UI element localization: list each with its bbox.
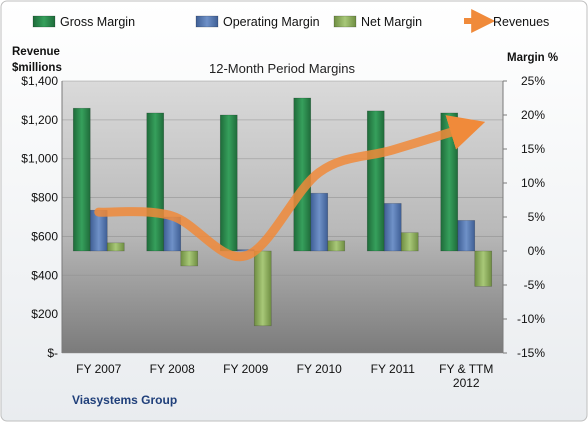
legend-label: Gross Margin bbox=[60, 15, 135, 29]
category-labels: FY 2007 FY 2008 FY 2009 FY 2010 FY 2011 FY & … bbox=[76, 362, 493, 390]
company-label: Viasystems Group bbox=[72, 393, 177, 407]
left-tick-label: $1,400 bbox=[21, 74, 58, 88]
left-tick-label: $400 bbox=[31, 268, 58, 282]
legend: Gross Margin Operating Margin Net Margin Re… bbox=[32, 9, 549, 33]
y-left-label-line2: $millions bbox=[12, 62, 62, 74]
left-tick-label: $1,000 bbox=[21, 152, 58, 166]
right-tick-label: 5% bbox=[528, 210, 546, 224]
gridlines bbox=[61, 80, 504, 354]
y-left-label-line1: Revenue bbox=[12, 46, 60, 58]
right-tick-label: 20% bbox=[521, 108, 545, 122]
gross-margin-bar bbox=[72, 107, 91, 252]
category-label: FY 2008 bbox=[150, 362, 195, 376]
revenue-line bbox=[94, 115, 486, 262]
right-tick-label: 15% bbox=[521, 142, 545, 156]
revenue-series-line bbox=[94, 115, 486, 262]
legend-swatch bbox=[195, 15, 219, 28]
net-margin-bar bbox=[474, 250, 493, 287]
operating-margin-bar bbox=[457, 220, 476, 252]
net-margin-bar bbox=[106, 242, 125, 252]
net-margin-bar bbox=[180, 250, 199, 267]
category-label: FY & TTM bbox=[439, 362, 493, 376]
chart-title: 12-Month Period Margins bbox=[209, 61, 355, 76]
left-tick-label: $200 bbox=[31, 307, 58, 321]
left-axis-ticks: $- $200 $400 $600 $800 $1,000 $1,200 $1,400 bbox=[21, 74, 58, 360]
right-tick-label: -5% bbox=[524, 278, 546, 292]
left-tick-label: $- bbox=[47, 346, 58, 360]
gross-margin-bar bbox=[293, 97, 312, 252]
y-right-label: Margin % bbox=[507, 52, 558, 64]
legend-label: Revenues bbox=[493, 15, 549, 29]
net-margin-bar bbox=[253, 250, 272, 327]
net-margin-bar bbox=[327, 240, 346, 252]
left-tick-label: $600 bbox=[31, 229, 58, 243]
category-label: FY 2009 bbox=[223, 362, 268, 376]
gross-margin-bar bbox=[219, 114, 238, 252]
left-tick-label: $800 bbox=[31, 191, 58, 205]
legend-swatch bbox=[32, 15, 56, 28]
net-margin-bar bbox=[400, 232, 419, 252]
right-tick-label: 0% bbox=[528, 244, 546, 258]
gross-margin-bar bbox=[366, 110, 385, 252]
right-tick-label: 25% bbox=[521, 74, 545, 88]
legend-label: Net Margin bbox=[361, 15, 422, 29]
category-label: 2012 bbox=[453, 376, 480, 390]
right-axis-ticks: -15% -10% -5% 0% 5% 10% 15% 20% 25% bbox=[503, 74, 545, 360]
left-tick-label: $1,200 bbox=[21, 113, 58, 127]
right-tick-label: -15% bbox=[517, 346, 545, 360]
legend-swatch bbox=[333, 15, 357, 28]
category-label: FY 2007 bbox=[76, 362, 121, 376]
legend-label: Operating Margin bbox=[223, 15, 320, 29]
operating-margin-bar bbox=[310, 192, 329, 252]
gross-margin-bar bbox=[146, 112, 165, 252]
operating-margin-bar bbox=[383, 203, 402, 252]
category-label: FY 2011 bbox=[371, 362, 416, 376]
right-tick-label: 10% bbox=[521, 176, 545, 190]
category-label: FY 2010 bbox=[297, 362, 342, 376]
bars bbox=[72, 97, 493, 327]
right-tick-label: -10% bbox=[517, 312, 545, 326]
